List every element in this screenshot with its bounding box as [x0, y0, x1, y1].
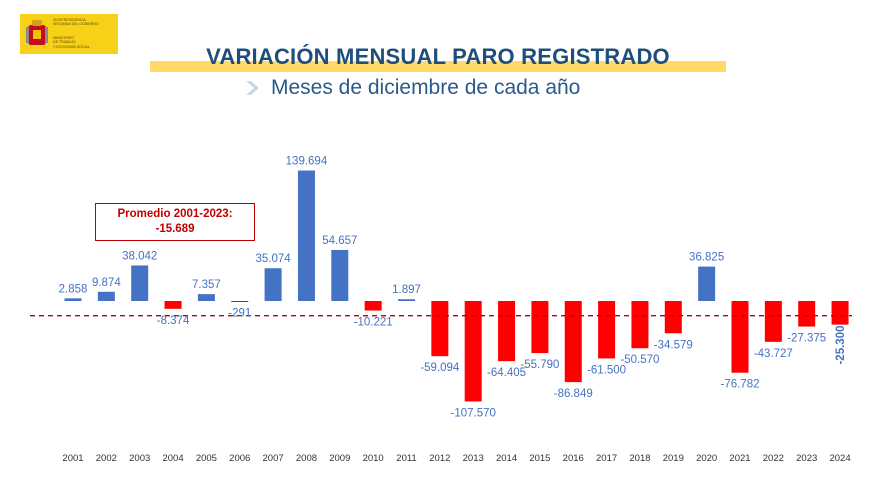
- x-tick-label-2004: 2004: [162, 453, 183, 464]
- value-label-2003: 38.042: [122, 250, 157, 262]
- value-label-2023: -27.375: [787, 333, 826, 345]
- title-highlight-band: [150, 61, 726, 72]
- value-label-2013: -107.570: [450, 407, 495, 419]
- value-label-2002: 9.874: [92, 277, 121, 289]
- value-label-2017: -61.500: [587, 364, 626, 376]
- bar-2016: [564, 301, 582, 383]
- bar-2008: [297, 170, 315, 301]
- x-tick-label-2010: 2010: [363, 453, 384, 464]
- bar-2005: [197, 294, 215, 301]
- x-tick-label-2018: 2018: [629, 453, 650, 464]
- logo-text-ministerio: MINISTERIO DE TRABAJO Y ECONOMÍA SOCIAL: [53, 36, 90, 49]
- value-label-2021: -76.782: [720, 379, 759, 391]
- bar-2013: [464, 301, 482, 402]
- value-label-2019: -34.579: [654, 339, 693, 351]
- page-title: VARIACIÓN MENSUAL PARO REGISTRADO: [206, 44, 670, 69]
- bar-2015: [531, 301, 549, 354]
- value-label-2008: 139.694: [286, 156, 328, 168]
- bar-2020: [698, 266, 716, 301]
- value-label-2020: 36.825: [689, 252, 724, 264]
- bar-2022: [764, 301, 782, 342]
- x-tick-label-2007: 2007: [263, 453, 284, 464]
- value-label-2004: -8.374: [157, 315, 190, 327]
- x-tick-label-2015: 2015: [529, 453, 550, 464]
- logo-text-vicepresidencia: VICEPRESIDENCIA SEGUNDA DEL GOBIERNO: [53, 18, 99, 27]
- bar-2024: [831, 301, 849, 325]
- value-label-2011: 1.897: [392, 284, 421, 296]
- bar-2023: [798, 301, 816, 327]
- x-tick-label-2006: 2006: [229, 453, 250, 464]
- x-tick-label-2008: 2008: [296, 453, 317, 464]
- chevron-right-icon: [246, 81, 259, 95]
- bar-2011: [398, 299, 415, 301]
- bars-group: [64, 170, 849, 402]
- government-logo: VICEPRESIDENCIA SEGUNDA DEL GOBIERNO MIN…: [20, 14, 118, 54]
- bar-2004: [164, 301, 182, 309]
- bar-2006: [231, 301, 249, 302]
- bar-2012: [431, 301, 449, 357]
- value-label-2001: 2.858: [59, 283, 88, 295]
- x-tick-label-2024: 2024: [829, 453, 850, 464]
- bar-2017: [598, 301, 616, 359]
- x-tick-label-2016: 2016: [563, 453, 584, 464]
- value-label-2012: -59.094: [420, 362, 460, 374]
- x-tick-label-2011: 2011: [396, 453, 416, 464]
- x-tick-label-2001: 2001: [62, 453, 83, 464]
- value-label-2015: -55.790: [520, 359, 559, 371]
- value-label-2009: 54.657: [322, 235, 357, 247]
- bar-2001: [64, 298, 82, 301]
- value-label-2005: 7.357: [192, 279, 221, 291]
- x-tick-label-2005: 2005: [196, 453, 217, 464]
- value-label-2024: -25.300: [835, 325, 847, 364]
- bar-2007: [264, 268, 282, 301]
- x-tick-label-2022: 2022: [763, 453, 784, 464]
- bar-2003: [131, 265, 149, 301]
- x-tick-label-2012: 2012: [429, 453, 450, 464]
- bar-2014: [498, 301, 516, 362]
- bar-2002: [97, 291, 115, 301]
- page-subtitle: Meses de diciembre de cada año: [271, 76, 581, 99]
- value-label-2016: -86.849: [554, 388, 593, 400]
- value-labels-group: 2.858 9.874 38.042 -8.374 7.357 -291 35.074 139…: [59, 156, 847, 420]
- value-label-2014: -64.405: [487, 367, 526, 379]
- x-tick-label-2013: 2013: [463, 453, 484, 464]
- value-label-2006: -291: [228, 307, 251, 319]
- bar-2021: [731, 301, 749, 373]
- coat-of-arms-icon: [26, 20, 48, 45]
- bar-2009: [331, 249, 349, 301]
- value-label-2022: -43.727: [754, 348, 793, 360]
- value-label-2007: 35.074: [256, 253, 292, 265]
- value-label-2010: -10.221: [354, 317, 393, 329]
- average-value: -15.689: [155, 223, 195, 235]
- bar-2019: [664, 301, 682, 334]
- x-tick-label-2021: 2021: [729, 453, 750, 464]
- x-tick-labels-group: 2001 2002 2003 2004 2005 2006 2007 2008 2009 2010…: [62, 453, 850, 464]
- x-tick-label-2002: 2002: [96, 453, 117, 464]
- bar-2010: [364, 301, 382, 311]
- average-label: Promedio 2001-2023:: [117, 208, 233, 220]
- x-tick-label-2009: 2009: [329, 453, 350, 464]
- x-tick-label-2020: 2020: [696, 453, 717, 464]
- value-label-2018: -50.570: [620, 354, 659, 366]
- x-tick-label-2003: 2003: [129, 453, 150, 464]
- x-tick-label-2017: 2017: [596, 453, 617, 464]
- average-annotation-box: Promedio 2001-2023: -15.689: [95, 203, 255, 241]
- x-tick-label-2019: 2019: [663, 453, 684, 464]
- bar-2018: [631, 301, 649, 349]
- x-tick-label-2014: 2014: [496, 453, 517, 464]
- x-tick-label-2023: 2023: [796, 453, 817, 464]
